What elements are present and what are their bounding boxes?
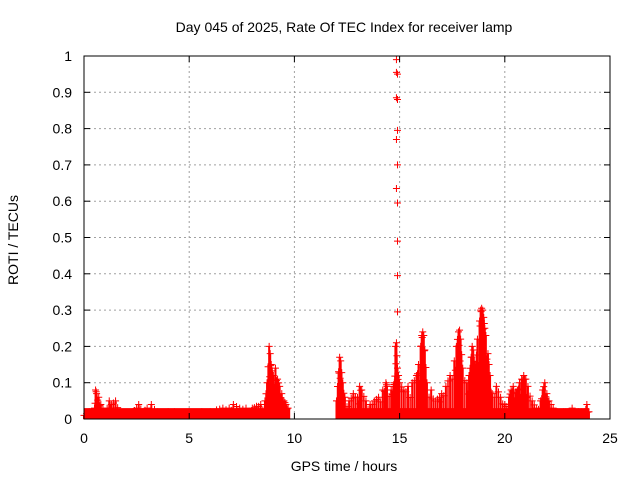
roti-point [508,388,516,396]
y-axis-label: ROTI / TECUs [5,195,21,285]
roti-point [542,393,550,401]
y-tick-label: 1 [64,48,72,64]
roti-point [422,363,430,371]
roti-point [494,388,502,396]
plot-frame [83,55,611,420]
roti-point [106,404,114,412]
roti-spike-point [393,96,401,104]
roti-spike-point [393,199,401,207]
roti-point [526,392,534,400]
x-axis-label: GPS time / hours [291,458,398,474]
y-tick-label: 0.1 [53,375,73,391]
roti-point [281,399,289,407]
roti-point [114,404,122,412]
y-tick-label: 0.3 [53,302,73,318]
roti-point [544,397,552,405]
roti-point [483,355,491,363]
roti-point [277,394,285,402]
roti-point [157,409,165,417]
roti-point [338,369,346,377]
x-tick-label: 15 [392,430,408,446]
y-tick-label: 0.9 [53,84,73,100]
roti-point [340,389,348,397]
roti-point [174,409,182,417]
roti-point [283,405,291,413]
roti-point [485,361,493,369]
roti-point [540,383,548,391]
roti-spike-point [393,272,401,280]
chart-title: Day 045 of 2025, Rate Of TEC Index for r… [176,19,513,35]
grid-lines [84,56,610,419]
y-tick-label: 0.7 [53,157,73,173]
y-tick-labels: 0 0.1 0.2 0.3 0.4 0.5 0.6 0.7 0.8 0.9 1 [53,48,73,427]
roti-spike-point [392,68,400,76]
roti-point [94,396,102,404]
y-tick-label: 0.4 [53,266,73,282]
roti-spike-point [393,126,401,134]
y-tick-label: 0 [64,411,72,427]
roti-spike-point [392,184,400,192]
roti-point [393,352,401,360]
x-tick-label: 25 [602,430,618,446]
roti-point [458,351,466,359]
roti-spike-point [392,135,400,143]
x-tick-label: 0 [80,430,88,446]
x-tick-label: 20 [497,430,513,446]
x-tick-label: 5 [185,430,193,446]
y-tick-label: 0.5 [53,230,73,246]
roti-spike-point [393,308,401,316]
roti-spike-point [393,237,401,245]
y-tick-label: 0.6 [53,193,73,209]
roti-point [480,319,488,327]
roti-spike-point [393,161,401,169]
roti-point [360,392,368,400]
roti-spike-point [393,70,401,78]
x-tick-labels: 0 5 10 15 20 25 [80,430,618,446]
roti-point [487,388,495,396]
roti-point [233,403,241,411]
x-tick-label: 10 [287,430,303,446]
y-tick-label: 0.2 [53,338,73,354]
axis-ticks [83,55,611,420]
roti-spike-point [392,56,400,64]
data-points [80,56,593,419]
roti-spike-point [392,94,400,102]
roti-point [523,393,531,401]
roti-point [275,379,283,387]
roti-point [437,398,445,406]
roti-point [547,400,555,408]
y-tick-label: 0.8 [53,121,73,137]
